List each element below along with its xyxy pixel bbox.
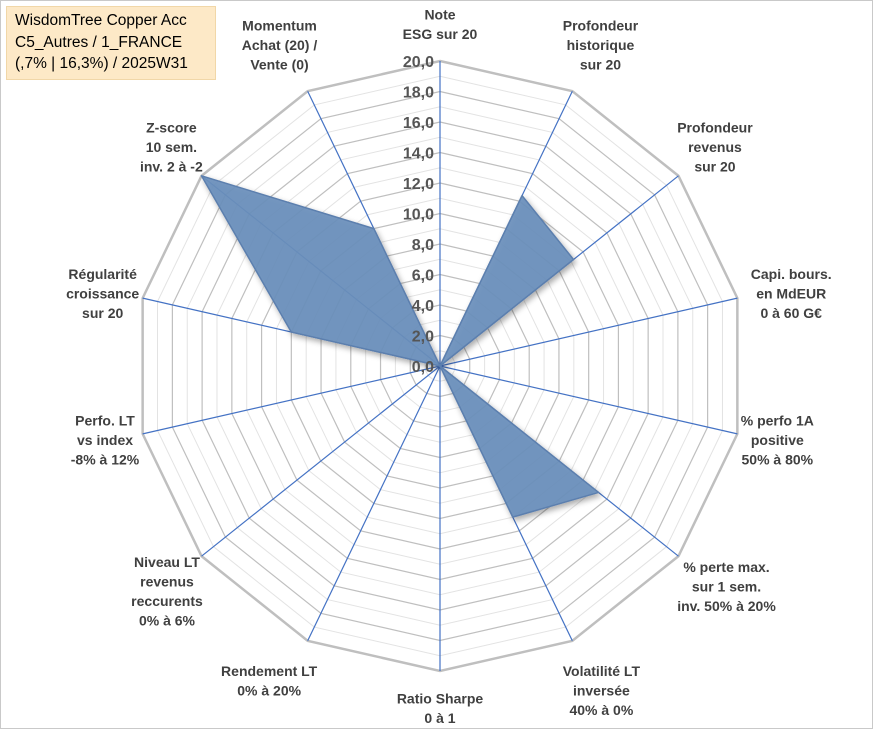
axis-label-line: Perfo. LT: [75, 412, 135, 428]
radar-series: [200, 175, 600, 518]
axis-label: Profondeur historique sur 20: [563, 18, 639, 73]
axis-label: Note ESG sur 20: [403, 7, 478, 43]
axis-label-line: Achat (20) /: [242, 37, 318, 53]
axis-label-line: positive: [751, 432, 804, 448]
axis-label-line: ESG sur 20: [403, 26, 478, 42]
axis-label-line: Volatilité LT: [563, 663, 641, 679]
axis-label: Z-score 10 sem. inv. 2 à -2: [140, 119, 203, 174]
spoke-line: [201, 365, 441, 557]
title-line-2: C5_Autres / 1_FRANCE: [15, 33, 183, 51]
axis-label-line: vs index: [77, 432, 133, 448]
tick-label: 16,0: [403, 115, 434, 132]
title-line-1: WisdomTree Copper Acc: [15, 12, 187, 29]
radial-tick-labels: 0,0 2,0 4,0 6,0 8,0 10,0 12,0 14,0 16,0 18,0 20,0: [403, 54, 434, 376]
axis-label: Régularité croissance sur 20: [66, 266, 139, 321]
axis-label: Ratio Sharpe 0 à 1: [397, 691, 484, 727]
axis-label-line: inv. 2 à -2: [140, 158, 203, 174]
axis-label: Momentum Achat (20) / Vente (0): [242, 18, 318, 73]
axis-label-line: sur 20: [694, 158, 735, 174]
axis-label-line: % perte max.: [683, 559, 769, 575]
axis-label-line: revenus: [140, 574, 194, 590]
axis-label-line: -8% à 12%: [71, 451, 140, 467]
axis-labels: Note ESG sur 20 Profondeur historique sur 20…: [66, 7, 832, 727]
axis-label-line: sur 1 sem.: [692, 579, 761, 595]
axis-label-line: Profondeur: [677, 119, 753, 135]
axis-label: Profondeur revenus sur 20: [677, 119, 753, 174]
axis-label-line: 0 à 60 G€: [760, 305, 822, 321]
axis-label: Volatilité LT inversée 40% à 0%: [563, 663, 641, 718]
axis-label-line: Rendement LT: [221, 663, 318, 679]
axis-label-line: revenus: [688, 139, 742, 155]
axis-label-line: Niveau LT: [134, 554, 200, 570]
axis-label: Niveau LT revenus reccurents 0% à 6%: [131, 554, 203, 629]
axis-label-line: Capi. bours.: [751, 266, 832, 282]
axis-label: Perfo. LT vs index -8% à 12%: [71, 412, 140, 467]
axis-label-line: croissance: [66, 286, 139, 302]
title-line-3: (,7% | 16,3%) / 2025W31: [15, 55, 188, 72]
axis-label-line: Ratio Sharpe: [397, 691, 484, 707]
tick-label: 2,0: [412, 329, 434, 346]
axis-label: % perte max. sur 1 sem. inv. 50% à 20%: [677, 559, 776, 614]
chart-title-box: WisdomTree Copper Acc C5_Autres / 1_FRAN…: [6, 6, 216, 80]
tick-label: 18,0: [403, 85, 434, 102]
axis-label-line: en MdEUR: [756, 286, 826, 302]
axis-label-line: Note: [424, 7, 455, 23]
axis-label-line: sur 20: [82, 305, 123, 321]
spoke-line: [439, 297, 738, 367]
tick-label: 4,0: [412, 298, 434, 315]
spoke-line: [142, 365, 441, 435]
axis-label-line: historique: [567, 37, 635, 53]
tick-label: 14,0: [403, 146, 434, 163]
axis-label-line: % perfo 1A: [741, 412, 814, 428]
axis-label: Rendement LT 0% à 20%: [221, 663, 318, 699]
axis-label: % perfo 1A positive 50% à 80%: [741, 412, 814, 467]
axis-label-line: 0 à 1: [424, 710, 455, 726]
axis-label-line: 10 sem.: [146, 139, 197, 155]
spoke-line: [307, 365, 441, 642]
tick-label: 0,0: [412, 359, 434, 376]
axis-label-line: Régularité: [68, 266, 137, 282]
axis-label-line: 40% à 0%: [569, 702, 633, 718]
tick-label: 8,0: [412, 237, 434, 254]
axis-label-line: inversée: [573, 682, 630, 698]
axis-label-line: Z-score: [146, 119, 197, 135]
axis-label-line: sur 20: [580, 57, 621, 73]
axis-label-line: 50% à 80%: [742, 451, 814, 467]
axis-label-line: Momentum: [242, 18, 317, 34]
axis-label-line: 0% à 20%: [237, 682, 301, 698]
tick-label: 10,0: [403, 207, 434, 224]
spoke-line: [439, 365, 738, 435]
tick-label: 20,0: [403, 54, 434, 71]
tick-label: 6,0: [412, 268, 434, 285]
axis-label-line: Vente (0): [250, 57, 308, 73]
axis-label-line: inv. 50% à 20%: [677, 598, 776, 614]
axis-label: Capi. bours. en MdEUR 0 à 60 G€: [751, 266, 832, 321]
axis-label-line: Profondeur: [563, 18, 639, 34]
tick-label: 12,0: [403, 176, 434, 193]
axis-label-line: 0% à 6%: [139, 613, 196, 629]
axis-label-line: reccurents: [131, 593, 203, 609]
